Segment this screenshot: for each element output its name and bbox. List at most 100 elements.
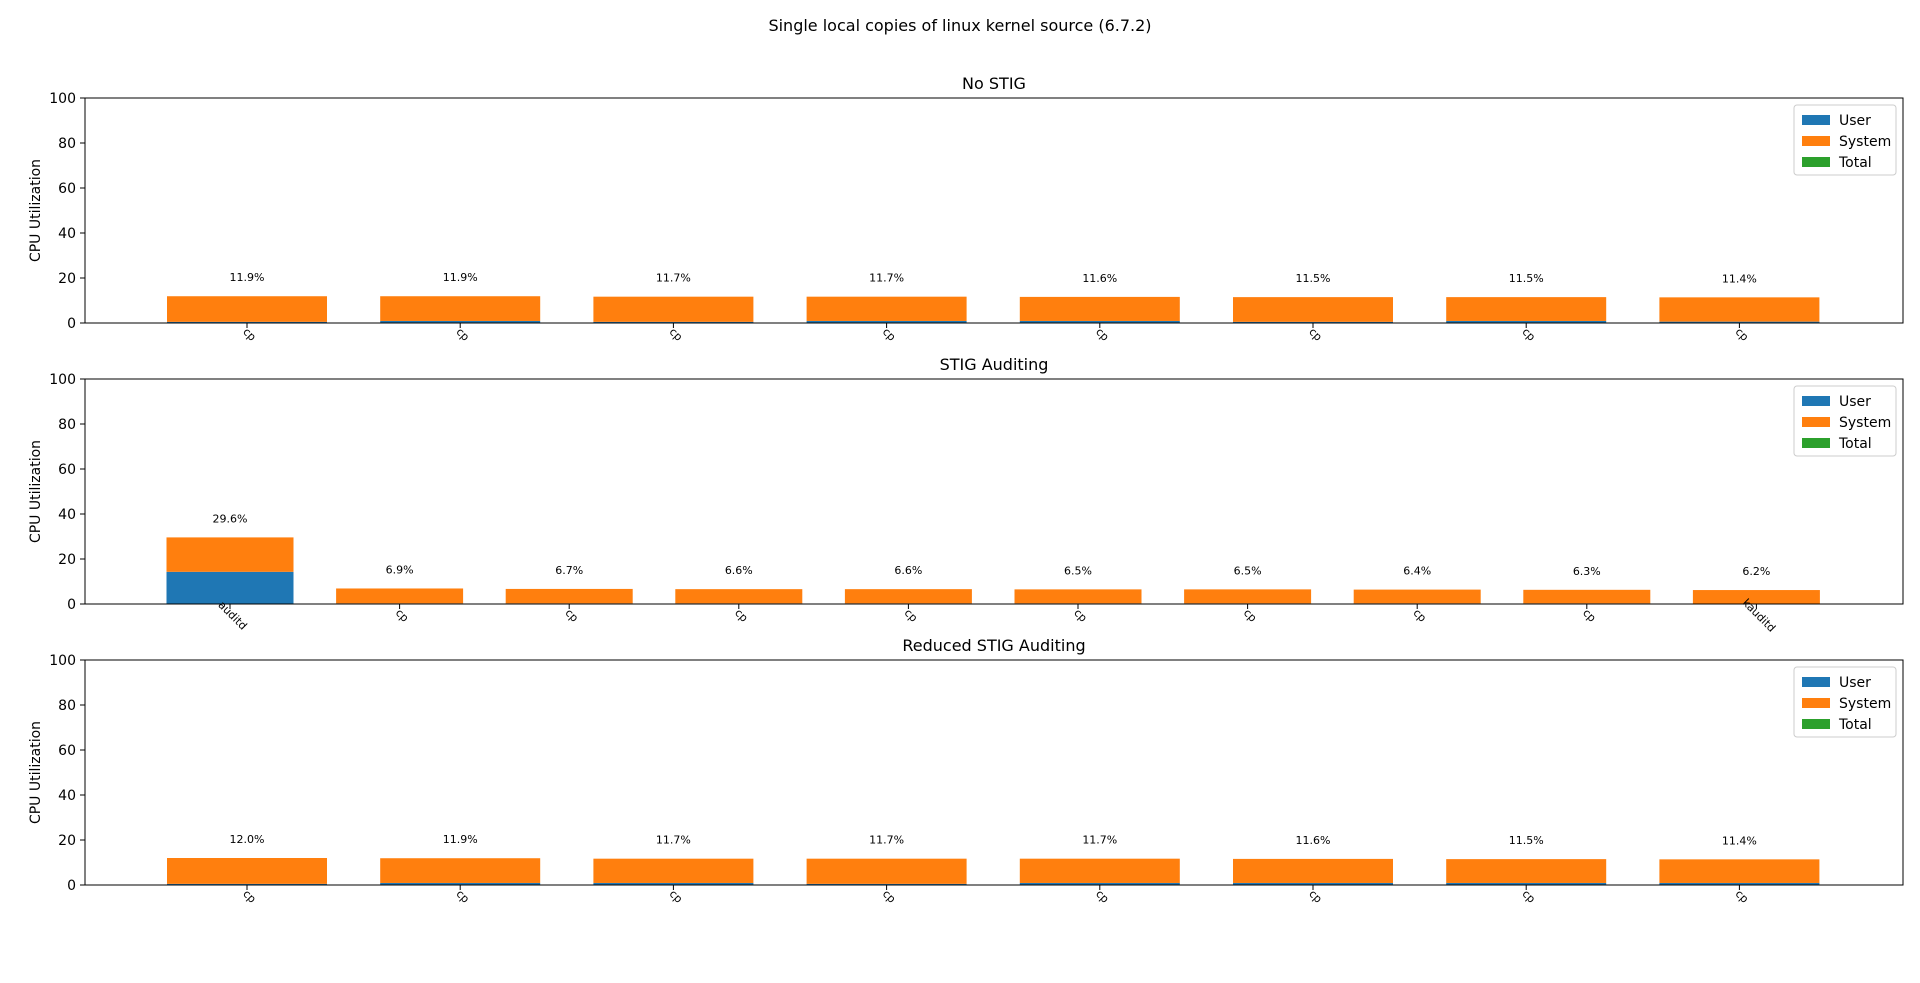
- bar-user: [1019, 320, 1180, 323]
- legend-label: User: [1839, 675, 1871, 691]
- data-label: 11.9%: [443, 833, 478, 846]
- y-tick-label: 100: [49, 372, 76, 388]
- bar-system: [336, 588, 464, 604]
- bar-system: [167, 858, 327, 884]
- legend-swatch-system: [1802, 136, 1830, 146]
- plot-frame: [84, 378, 1904, 605]
- bar-system: [1353, 589, 1481, 604]
- bar-system: [1233, 297, 1393, 322]
- data-label: 29.6%: [213, 512, 248, 525]
- x-tick-label: cp: [902, 606, 920, 624]
- legend-label: Total: [1838, 155, 1872, 171]
- y-tick-label: 80: [58, 417, 76, 433]
- data-label: 11.4%: [1722, 834, 1757, 847]
- x-tick-label: cp: [1733, 887, 1751, 905]
- y-tick-label: 40: [58, 788, 76, 804]
- figure-title: Single local copies of linux kernel sour…: [768, 16, 1152, 35]
- x-tick-label: cp: [880, 887, 898, 905]
- x-tick-label: cp: [667, 887, 685, 905]
- data-label: 11.7%: [656, 834, 691, 847]
- y-tick-label: 60: [58, 462, 76, 478]
- legend-swatch-user: [1802, 396, 1830, 406]
- bar-system: [505, 588, 633, 604]
- bar-user: [1019, 882, 1180, 885]
- data-label: 11.4%: [1722, 272, 1757, 285]
- x-tick-label: cp: [393, 606, 411, 624]
- data-label: 11.7%: [656, 272, 691, 285]
- x-tick-label: cp: [1306, 887, 1324, 905]
- y-tick-label: 20: [58, 552, 76, 568]
- data-label: 6.2%: [1742, 565, 1770, 578]
- x-tick-label: cp: [1306, 325, 1324, 343]
- legend-swatch-user: [1802, 677, 1830, 687]
- x-tick-label: cp: [1410, 606, 1428, 624]
- x-tick-label: cp: [1733, 325, 1751, 343]
- x-tick-label: cp: [453, 887, 471, 905]
- bar-system: [166, 537, 294, 572]
- y-tick-label: 40: [58, 507, 76, 523]
- bar-user: [1233, 882, 1393, 885]
- bar-user: [806, 320, 967, 323]
- bar-user: [1659, 321, 1820, 323]
- x-tick-label: cp: [667, 325, 685, 343]
- data-label: 11.7%: [869, 272, 904, 285]
- bar-user: [166, 571, 294, 604]
- data-label: 11.9%: [230, 271, 265, 284]
- bar-system: [806, 858, 967, 884]
- x-tick-label: cp: [732, 606, 750, 624]
- bar-system: [380, 858, 541, 883]
- x-tick-label: cp: [880, 325, 898, 343]
- bar-system: [1659, 297, 1820, 322]
- bar-system: [380, 296, 541, 321]
- bar-system: [1233, 858, 1393, 883]
- data-label: 6.5%: [1064, 564, 1092, 577]
- bar-user: [1659, 882, 1820, 885]
- x-tick-label: cp: [453, 325, 471, 343]
- legend-swatch-system: [1802, 417, 1830, 427]
- y-tick-label: 0: [67, 597, 76, 613]
- x-tick-label: cp: [562, 606, 580, 624]
- y-tick-label: 40: [58, 226, 76, 242]
- x-tick-label: cp: [1241, 606, 1259, 624]
- bar-system: [1446, 297, 1607, 321]
- data-label: 11.5%: [1296, 272, 1331, 285]
- y-tick-label: 20: [58, 271, 76, 287]
- legend-label: User: [1839, 113, 1871, 129]
- data-label: 6.4%: [1403, 565, 1431, 578]
- data-label: 6.5%: [1234, 564, 1262, 577]
- y-tick-label: 20: [58, 833, 76, 849]
- y-tick-label: 0: [67, 878, 76, 894]
- bar-user: [167, 321, 327, 323]
- y-axis-label: CPU Utilization: [28, 440, 44, 543]
- y-tick-label: 60: [58, 181, 76, 197]
- bar-user: [1446, 882, 1607, 885]
- data-label: 6.3%: [1573, 565, 1601, 578]
- x-tick-label: cp: [240, 325, 258, 343]
- legend-label: System: [1839, 415, 1891, 431]
- plot-frame: [84, 659, 1904, 886]
- bar-system: [1019, 858, 1180, 883]
- data-label: 11.5%: [1509, 834, 1544, 847]
- data-label: 11.5%: [1509, 272, 1544, 285]
- subplot-title: No STIG: [962, 74, 1026, 93]
- bar-system: [1659, 859, 1820, 883]
- bar-user: [806, 883, 967, 885]
- bar-user: [593, 882, 754, 885]
- data-label: 11.7%: [869, 834, 904, 847]
- data-label: 11.6%: [1296, 834, 1331, 847]
- y-tick-label: 80: [58, 698, 76, 714]
- legend-label: System: [1839, 134, 1891, 150]
- data-label: 6.6%: [894, 564, 922, 577]
- bar-system: [593, 858, 754, 883]
- y-tick-label: 100: [49, 91, 76, 107]
- y-tick-label: 80: [58, 136, 76, 152]
- legend-swatch-total: [1802, 438, 1830, 448]
- data-label: 6.9%: [386, 563, 414, 576]
- bar-system: [844, 589, 972, 604]
- subplot-title: STIG Auditing: [940, 355, 1049, 374]
- data-label: 11.7%: [1082, 834, 1117, 847]
- legend-swatch-system: [1802, 698, 1830, 708]
- bar-system: [675, 589, 803, 604]
- data-label: 12.0%: [230, 833, 265, 846]
